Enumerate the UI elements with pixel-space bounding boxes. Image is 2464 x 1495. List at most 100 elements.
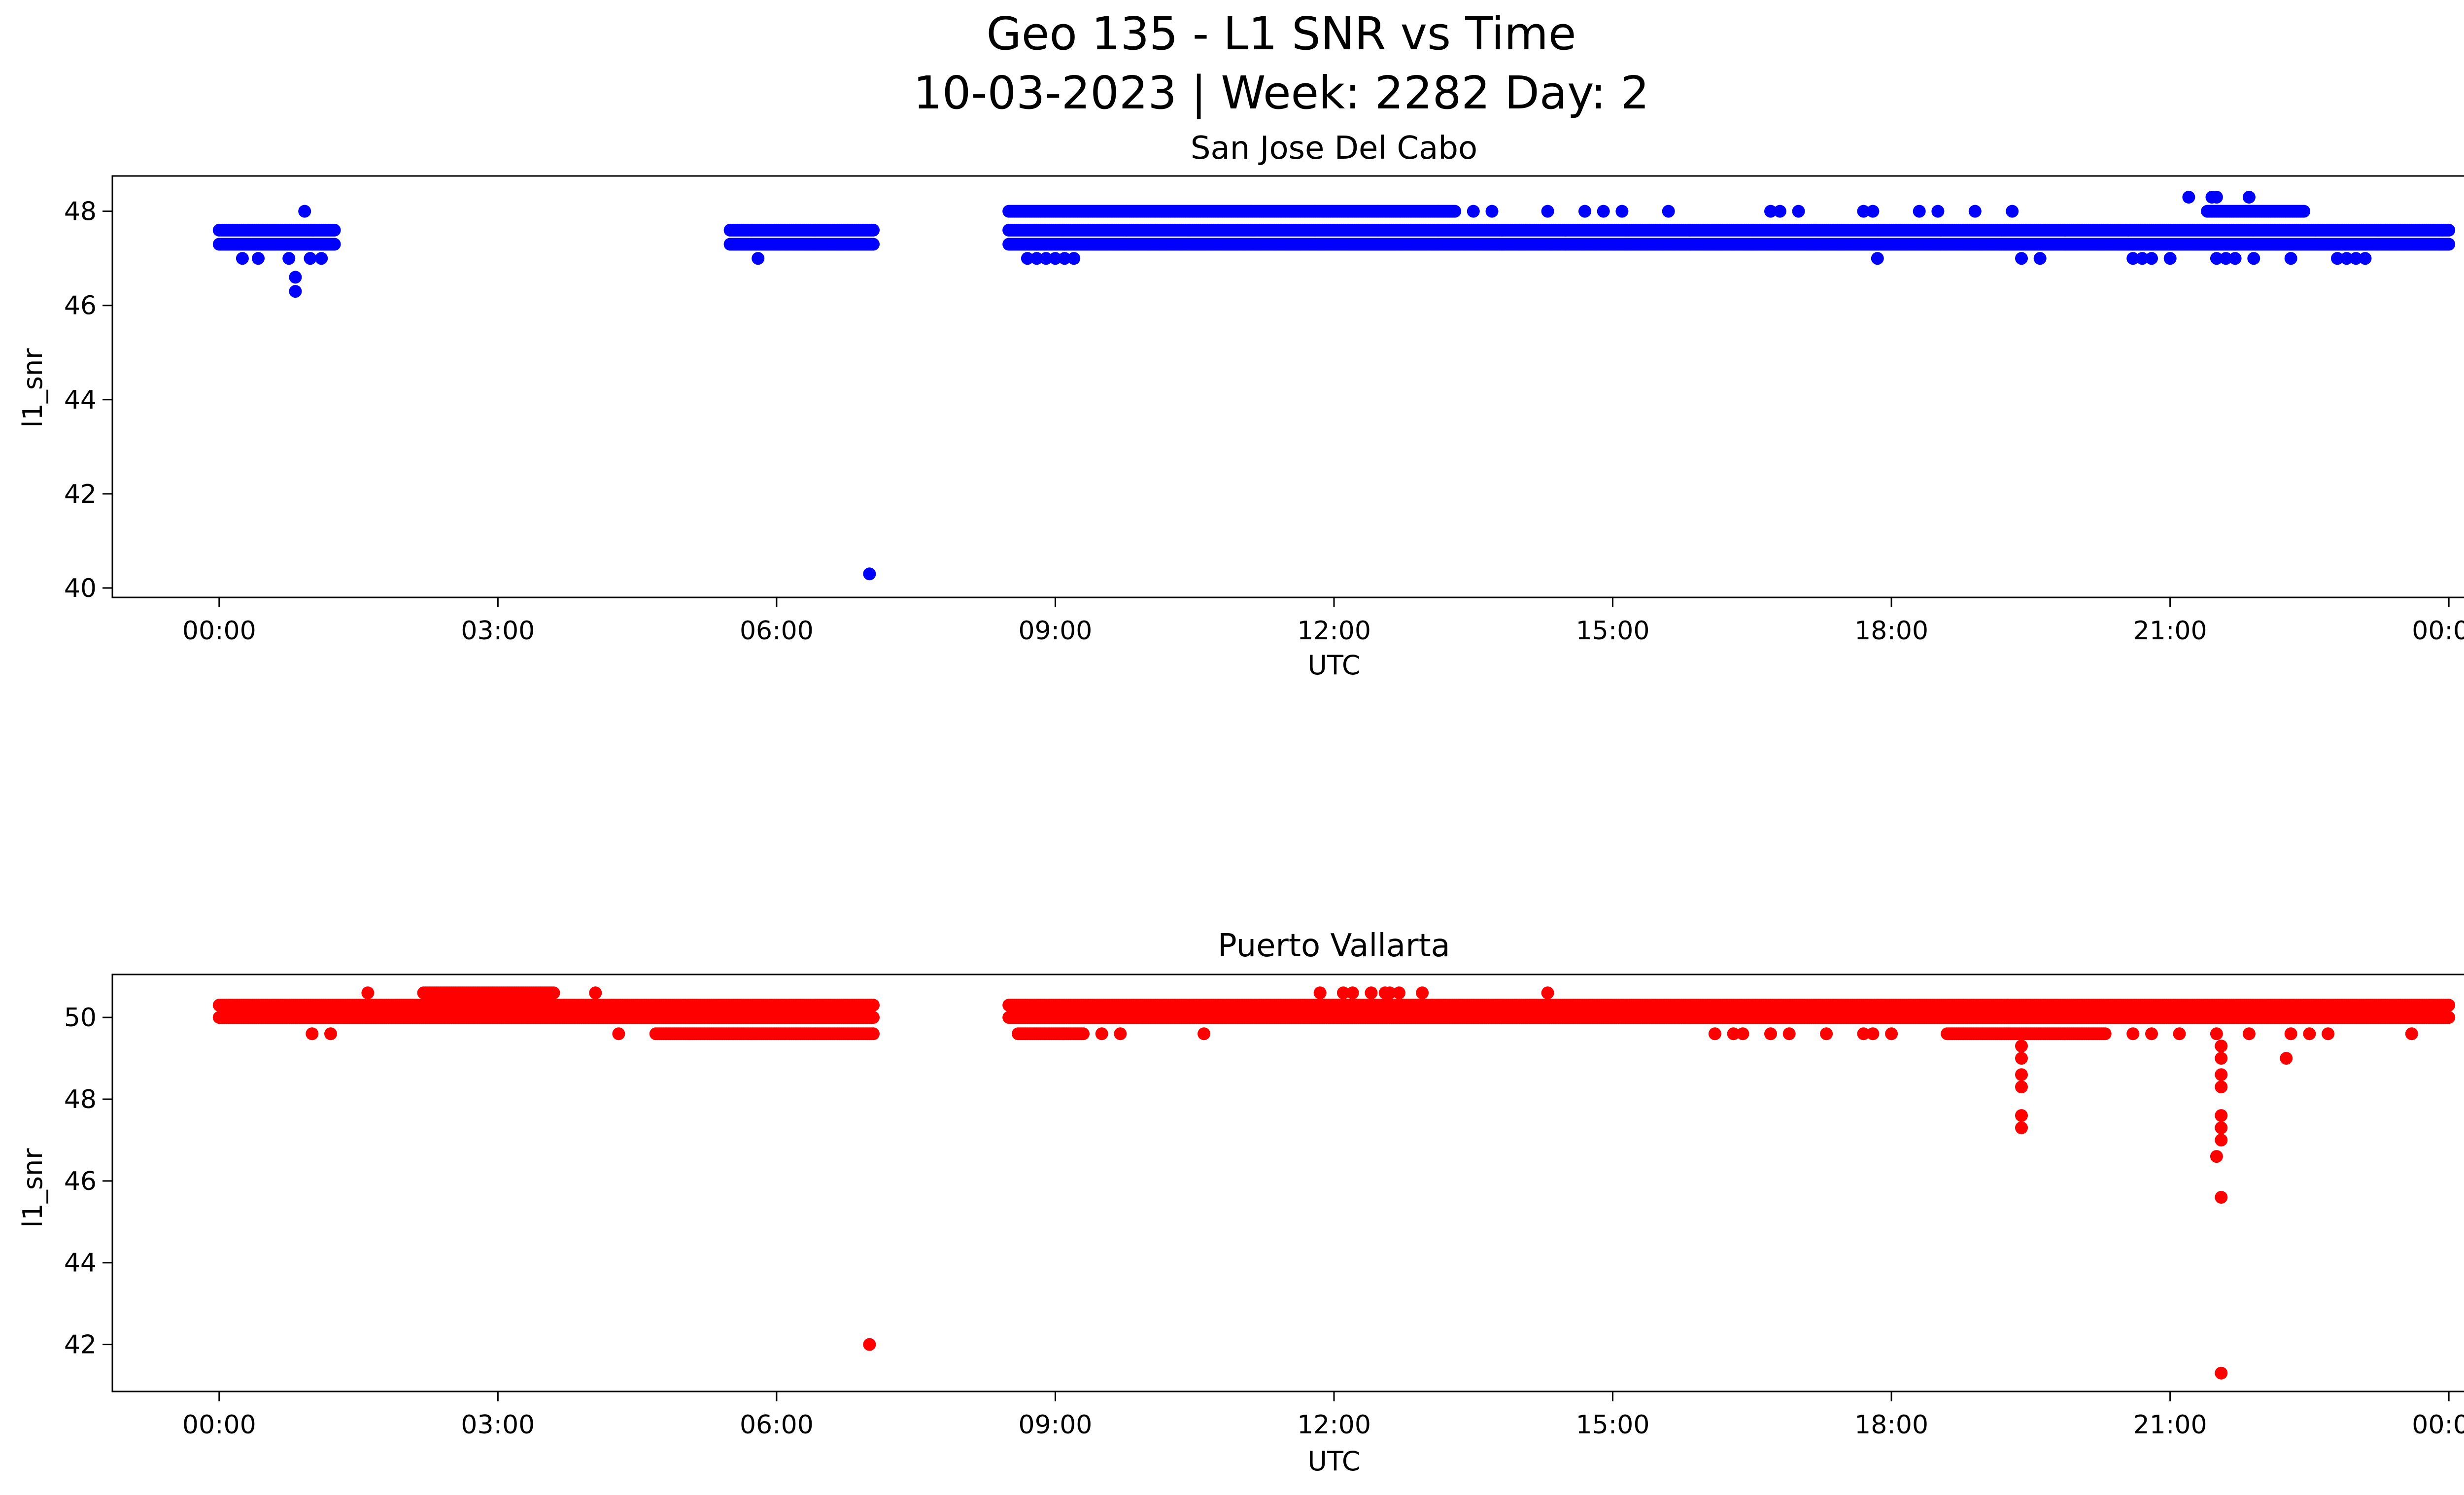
y-tick-label: 48 <box>64 1085 97 1114</box>
data-point <box>1578 205 1591 218</box>
data-point <box>1857 1027 1870 1041</box>
data-point <box>289 271 302 284</box>
data-point <box>1346 986 1359 1000</box>
data-point <box>867 1011 880 1024</box>
data-point <box>2284 252 2297 265</box>
data-point <box>612 1027 625 1041</box>
y-tick-label: 48 <box>64 197 97 227</box>
axis-ticks: 00:00 03:00 06:00 09:00 12:00 15:00 18:00 21:00… <box>64 197 2464 646</box>
x-tick-label: 15:00 <box>1576 1410 1650 1440</box>
data-point <box>1764 1027 1777 1041</box>
data-point <box>863 1338 876 1351</box>
data-point <box>2126 252 2140 265</box>
data-point <box>2145 1027 2158 1041</box>
subplot-title: San Jose Del Cabo <box>1191 130 1477 167</box>
data-point <box>282 252 296 265</box>
data-point <box>589 986 602 1000</box>
y-tick-label: 44 <box>64 385 97 415</box>
data-point <box>1039 252 1053 265</box>
data-point <box>304 252 317 265</box>
data-point <box>2215 1052 2228 1065</box>
y-axis-label: l1_snr <box>17 348 48 428</box>
x-tick-label: 09:00 <box>1019 1410 1093 1440</box>
data-point <box>2015 1052 2028 1065</box>
data-point <box>1393 986 1405 1000</box>
data-point <box>2215 1191 2228 1204</box>
data-point <box>1416 986 1429 1000</box>
x-tick-label: 15:00 <box>1576 616 1650 646</box>
data-point <box>2210 252 2223 265</box>
data-point <box>2215 1366 2228 1380</box>
data-point <box>315 252 328 265</box>
data-point <box>752 252 765 265</box>
data-point <box>1857 205 1870 218</box>
data-point <box>1782 1027 1796 1041</box>
y-tick-label: 46 <box>64 1167 97 1196</box>
data-point <box>2442 223 2456 237</box>
y-tick-label: 40 <box>64 574 97 603</box>
data-point <box>867 223 880 237</box>
data-point <box>547 986 560 1000</box>
data-point <box>2033 252 2047 265</box>
y-axis-label: l1_snr <box>17 1148 48 1228</box>
data-point <box>1597 205 1610 218</box>
data-point <box>2215 1080 2228 1094</box>
data-point <box>1485 205 1499 218</box>
data-point <box>867 999 880 1012</box>
data-point <box>2215 1121 2228 1134</box>
data-point <box>1913 205 1926 218</box>
x-axis-label: UTC <box>1307 1446 1360 1477</box>
data-point <box>1541 205 1554 218</box>
data-point <box>2297 205 2311 218</box>
data-point <box>2359 252 2372 265</box>
data-point <box>2228 252 2242 265</box>
x-tick-label: 06:00 <box>740 1410 814 1440</box>
figure-title-line2: 10-03-2023 | Week: 2282 Day: 2 <box>913 67 1649 119</box>
data-point <box>1021 252 1034 265</box>
data-point <box>1448 205 1462 218</box>
data-point <box>1931 205 1945 218</box>
data-point <box>1968 205 1982 218</box>
data-point <box>2145 252 2158 265</box>
data-point <box>289 285 302 298</box>
data-point <box>2322 1027 2335 1041</box>
x-tick-label: 21:00 <box>2133 616 2207 646</box>
data-point <box>2215 1040 2228 1053</box>
data-point <box>1114 1027 1127 1041</box>
y-tick-label: 46 <box>64 291 97 321</box>
scatter-marks <box>212 191 2456 581</box>
data-point <box>2331 252 2344 265</box>
data-point <box>1058 252 1071 265</box>
data-point <box>1662 205 1675 218</box>
data-point <box>2210 1027 2223 1041</box>
x-tick-label: 00:00 <box>182 616 256 646</box>
data-point <box>1313 986 1327 1000</box>
data-point <box>2284 1027 2297 1041</box>
data-point <box>1866 1027 1880 1041</box>
figure-title-line1: Geo 135 - L1 SNR vs Time <box>987 7 1576 60</box>
subplot-title: Puerto Vallarta <box>1218 928 1450 964</box>
data-point <box>1866 205 1880 218</box>
x-tick-label: 06:00 <box>740 616 814 646</box>
x-tick-label: 21:00 <box>2133 1410 2207 1440</box>
x-tick-label: 03:00 <box>461 616 535 646</box>
data-point <box>2182 191 2195 204</box>
y-tick-label: 42 <box>64 1330 97 1360</box>
data-point <box>2242 1027 2256 1041</box>
x-tick-label: 00:00 <box>2412 1410 2464 1440</box>
data-point <box>2349 252 2362 265</box>
data-point <box>2015 1109 2028 1122</box>
data-point <box>2001 999 2014 1012</box>
data-point <box>2006 205 2019 218</box>
x-tick-label: 03:00 <box>461 1410 535 1440</box>
data-point <box>1365 986 1378 1000</box>
data-point <box>1383 986 1397 1000</box>
data-point <box>2303 1027 2316 1041</box>
plot-area-frame <box>111 175 2464 598</box>
x-tick-label: 12:00 <box>1297 1410 1371 1440</box>
data-point <box>1792 205 1805 218</box>
data-point <box>863 567 876 581</box>
data-point <box>2015 1121 2028 1134</box>
data-point <box>252 252 265 265</box>
data-point <box>328 223 341 237</box>
